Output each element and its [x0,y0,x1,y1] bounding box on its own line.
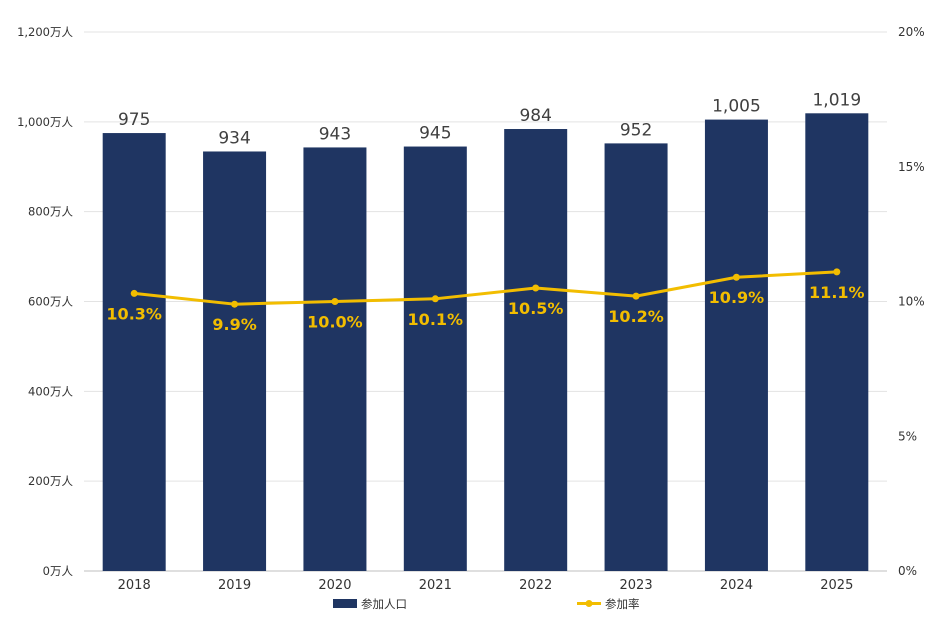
bar-2019 [203,151,267,571]
left-y-tick-label: 0万人 [43,564,74,578]
x-tick-label: 2023 [620,578,653,593]
rate-point-2025 [833,268,841,276]
left-y-tick-label: 1,000万人 [17,115,73,129]
rate-data-label: 10.0% [307,313,363,332]
bar-2018 [102,133,166,571]
x-axis: 2018 2019 2020 2021 2022 2023 2024 2025 [118,578,854,593]
bar-data-label: 984 [519,106,551,126]
rate-data-label: 9.9% [212,315,256,334]
bar-data-label: 945 [419,124,451,144]
left-y-tick-label: 200万人 [28,474,73,488]
right-y-tick-label: 15% [898,160,925,174]
legend-swatch-population [333,599,357,608]
rate-point-2020 [331,298,339,305]
bar-data-label: 1,019 [812,90,861,110]
legend-item-population: 参加人口 [333,597,407,611]
x-tick-label: 2024 [720,578,753,593]
right-y-tick-label: 0% [898,564,917,578]
x-tick-label: 2022 [519,578,552,593]
rate-point-2022 [532,284,540,292]
left-y-tick-label: 400万人 [28,384,73,398]
bar-data-label: 943 [319,124,351,144]
rate-data-label: 10.3% [106,304,162,323]
bar-2025 [805,113,869,571]
x-tick-label: 2019 [218,578,251,593]
x-tick-label: 2025 [820,578,853,593]
legend-item-rate: 参加率 [577,597,640,611]
rate-point-2024 [732,273,740,281]
bar-2023 [604,143,668,572]
bar-2021 [403,146,467,571]
rate-data-label: 10.9% [709,288,765,307]
bar-data-label: 975 [118,110,150,130]
rate-data-label: 10.1% [408,310,464,329]
legend-label-rate: 参加率 [605,597,640,611]
bar-data-label: 934 [218,128,250,148]
rate-point-2021 [431,295,439,303]
x-tick-label: 2020 [318,578,351,593]
bar-data-label: 1,005 [712,97,761,117]
left-y-axis: 0万人 200万人 400万人 600万人 800万人 1,000万人 1,200万人 [17,25,73,578]
rate-point-2023 [632,292,640,300]
legend-swatch-rate-marker [585,600,593,607]
rate-data-labels: 10.3% 9.9% 10.0% 10.1% 10.5% 10.2% 10.9% 11.1% [106,283,864,334]
right-y-axis: 0% 5% 10% 15% 20% [898,25,925,578]
left-y-tick-label: 600万人 [28,295,73,309]
bar-data-label: 952 [620,120,652,140]
bar-2020 [303,147,367,571]
rate-line-series [130,268,841,308]
x-tick-label: 2021 [419,578,452,593]
rate-data-label: 11.1% [809,283,865,302]
rate-data-label: 10.2% [608,307,664,326]
x-tick-label: 2018 [118,578,151,593]
rate-line [134,270,837,306]
right-y-tick-label: 5% [898,429,917,443]
legend: 参加人口 参加率 [333,597,640,611]
population-data-labels: 975 934 943 945 984 952 1,005 1,019 [118,90,861,148]
legend-label-population: 参加人口 [361,597,407,611]
bar-2022 [504,129,568,571]
population-bars [102,113,869,572]
right-y-tick-label: 20% [898,25,925,39]
bar-2024 [704,119,768,572]
rate-point-2018 [130,289,138,297]
left-y-tick-label: 1,200万人 [17,25,73,39]
rate-point-2019 [231,300,239,308]
rate-data-label: 10.5% [508,299,564,318]
left-y-tick-label: 800万人 [28,205,73,219]
right-y-tick-label: 10% [898,295,925,309]
